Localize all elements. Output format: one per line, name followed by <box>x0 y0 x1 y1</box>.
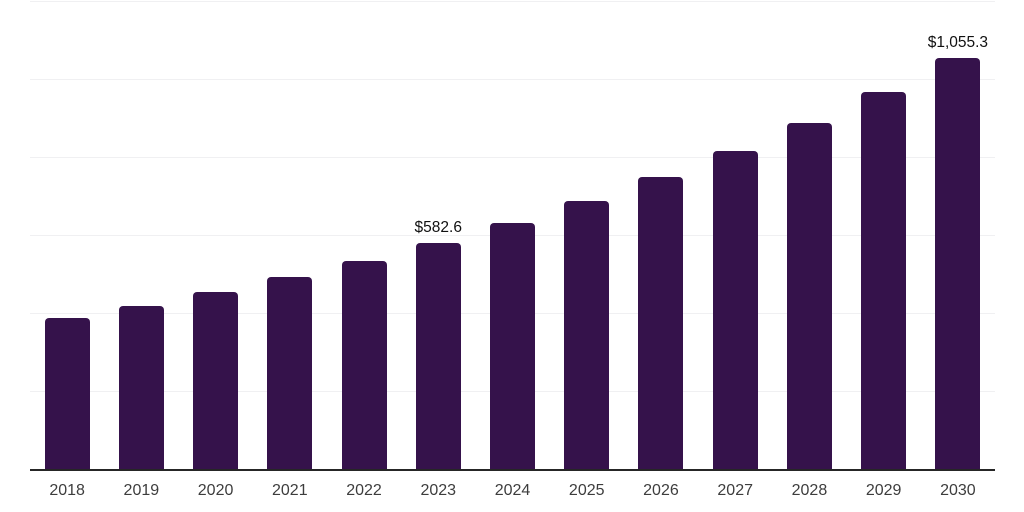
x-tick-2023: 2023 <box>420 482 457 499</box>
x-tick-2020: 2020 <box>197 482 234 499</box>
bar-2018 <box>44 318 90 470</box>
value-label-2023: $582.6 <box>414 218 462 236</box>
x-tick-2028: 2028 <box>791 482 828 499</box>
value-label-2030: $1,055.3 <box>927 34 989 52</box>
bar-2020 <box>193 292 239 470</box>
bar-2019 <box>118 306 164 470</box>
bar-2027 <box>712 150 758 470</box>
x-tick-2027: 2027 <box>717 482 753 499</box>
bar-2028 <box>786 122 832 470</box>
bar-2024 <box>490 222 535 470</box>
bar-2021 <box>267 277 313 470</box>
gridline-1000 <box>30 79 995 80</box>
bar-2029 <box>861 91 907 470</box>
bar-2023 <box>415 242 461 470</box>
x-tick-2029: 2029 <box>865 482 902 499</box>
x-tick-2021: 2021 <box>272 482 308 499</box>
bar-2025 <box>564 200 610 470</box>
plot-area: $582.6 $1,055.3 <box>30 1 995 471</box>
bar-2030 <box>935 58 981 470</box>
x-tick-2022: 2022 <box>346 482 382 499</box>
x-tick-2030: 2030 <box>940 482 976 499</box>
gridline-800 <box>30 157 995 158</box>
x-tick-2024: 2024 <box>494 482 531 499</box>
x-axis-line <box>30 469 995 471</box>
x-tick-2025: 2025 <box>568 482 605 499</box>
bar-2026 <box>638 176 684 470</box>
x-axis-labels: 2018 2019 2020 2021 2022 2023 2024 2025 2026 2027… <box>30 482 995 504</box>
x-tick-2019: 2019 <box>123 482 160 499</box>
x-tick-2018: 2018 <box>49 482 85 499</box>
bar-2022 <box>341 261 387 470</box>
gridline-1200 <box>30 1 995 2</box>
x-tick-2026: 2026 <box>643 482 679 499</box>
